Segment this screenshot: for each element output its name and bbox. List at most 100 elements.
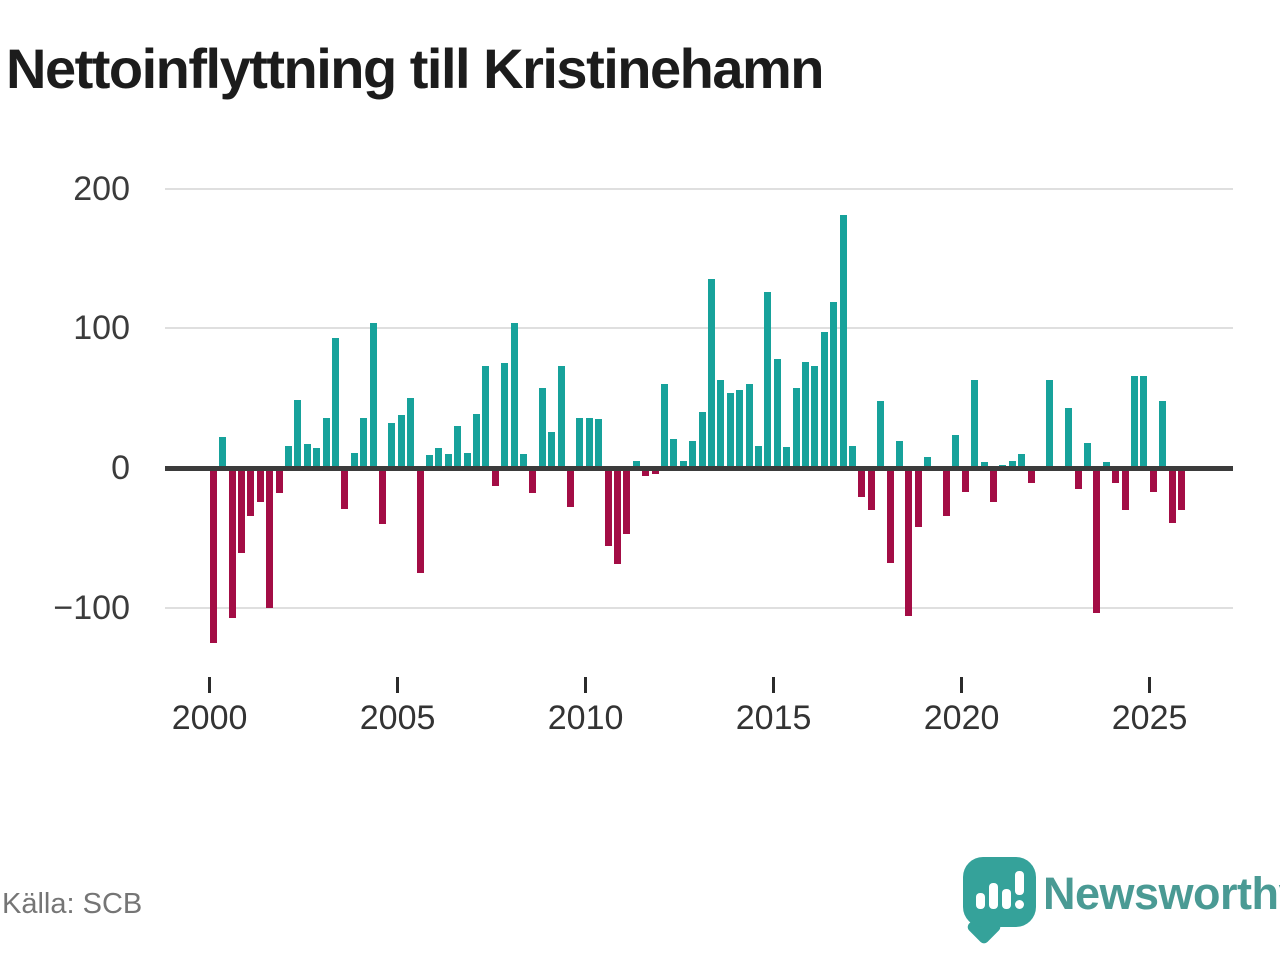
bar-2008-q4 [538,388,546,468]
bar-2023-q2 [1083,442,1092,468]
bar-2017-q3 [867,468,875,510]
bar-2007-q1 [472,413,481,468]
bar-2021-q4 [1027,468,1035,484]
bar-2003-q2 [331,338,340,468]
bar-2008-q1 [510,322,518,468]
bar-2019-q1 [924,456,932,468]
bar-2017-q1 [848,445,857,468]
bar-2005-q4 [425,455,434,468]
bar-2002-q3 [303,444,311,468]
gridline-100 [165,327,1233,330]
x-tick-2005 [396,677,400,693]
bar-2008-q2 [519,454,528,468]
y-axis-label-100: 100 [73,309,130,348]
bar-2016-q1 [811,366,819,468]
bar-2020-q3 [980,462,988,468]
bar-chart-speech-bubble-icon [963,857,1036,927]
x-tick-2010 [584,677,588,693]
bar-2012-q4 [689,441,697,468]
bar-2011-q4 [651,468,659,474]
bar-2015-q4 [801,361,810,468]
bar-2000-q3 [228,468,236,618]
bar-2002-q2 [294,399,302,468]
bar-2023-q3 [1093,468,1101,614]
bar-2009-q4 [576,417,584,468]
bar-2006-q2 [444,454,452,468]
bar-2002-q4 [313,448,321,468]
bar-2019-q3 [942,468,951,516]
bar-2023-q1 [1074,468,1082,489]
bar-2014-q4 [764,291,772,468]
bar-2009-q2 [557,366,565,468]
bar-2024-q1 [1112,468,1120,484]
bar-2005-q3 [416,468,424,573]
bar-2025-q1 [1149,468,1157,492]
bar-2010-q4 [613,468,622,565]
bar-2012-q3 [679,461,687,468]
bar-2006-q3 [454,426,462,468]
x-axis-label-2000: 2000 [171,699,248,737]
bar-2013-q4 [726,392,734,468]
bar-2025-q2 [1159,400,1167,468]
x-tick-2000 [208,677,212,693]
bar-2006-q1 [435,448,443,468]
bar-2005-q1 [397,414,405,468]
bar-2024-q3 [1130,375,1139,468]
bar-2023-q4 [1102,462,1110,468]
bar-2004-q3 [378,468,387,524]
bar-2017-q4 [877,400,885,468]
bar-2007-q3 [491,468,499,487]
bar-2010-q2 [595,419,603,468]
source-text: Källa: SCB [2,888,143,920]
bar-2020-q1 [961,468,969,492]
bar-2014-q1 [736,389,744,468]
bar-2021-q2 [1008,461,1016,468]
logo-bar-large [1002,889,1011,909]
bar-2021-q3 [1018,454,1026,468]
bar-2024-q4 [1140,375,1148,468]
bar-2013-q1 [698,412,706,468]
bar-2004-q4 [388,423,396,468]
bar-2019-q4 [952,434,960,468]
y-axis-label-0: 0 [111,449,130,487]
bar-2004-q1 [360,417,368,468]
x-axis-label-2005: 2005 [359,699,436,737]
logo-bar-small [976,893,985,909]
bar-2003-q1 [322,417,330,468]
bar-2016-q4 [839,215,847,468]
bar-2000-q4 [237,468,246,554]
bar-2016-q2 [820,332,828,468]
bar-2022-q4 [1065,407,1073,468]
x-tick-2025 [1148,677,1152,693]
bar-2018-q3 [905,468,913,617]
bar-2015-q3 [792,388,800,468]
bar-2001-q4 [275,468,283,494]
y-axis-label--100: −100 [53,588,130,627]
gridline-200 [165,187,1233,190]
bar-2018-q2 [895,441,904,468]
bar-2016-q3 [830,301,838,468]
bar-2010-q1 [585,417,593,468]
bar-2011-q3 [642,468,650,477]
bar-2024-q2 [1121,468,1129,510]
bar-2003-q4 [350,452,358,468]
bar-2015-q2 [783,447,791,468]
chart-title: Nettoinflyttning till Kristinehamn [6,37,824,100]
bar-2002-q1 [284,445,293,468]
bar-2000-q1 [209,468,217,643]
bar-2020-q2 [971,380,979,468]
bar-2025-q4 [1177,468,1186,510]
x-axis-label-2015: 2015 [735,699,812,737]
bar-2022-q2 [1046,380,1054,468]
bar-2025-q3 [1168,468,1176,523]
bar-2006-q4 [463,452,471,468]
logo-exclamation-bar [1015,871,1024,895]
x-axis-label-2020: 2020 [923,699,1000,737]
logo-bar-medium [989,883,998,909]
bar-2020-q4 [989,468,998,502]
x-tick-2020 [960,677,964,693]
bar-2001-q2 [256,468,264,502]
bar-2004-q2 [369,322,377,468]
bar-2001-q3 [266,468,274,608]
